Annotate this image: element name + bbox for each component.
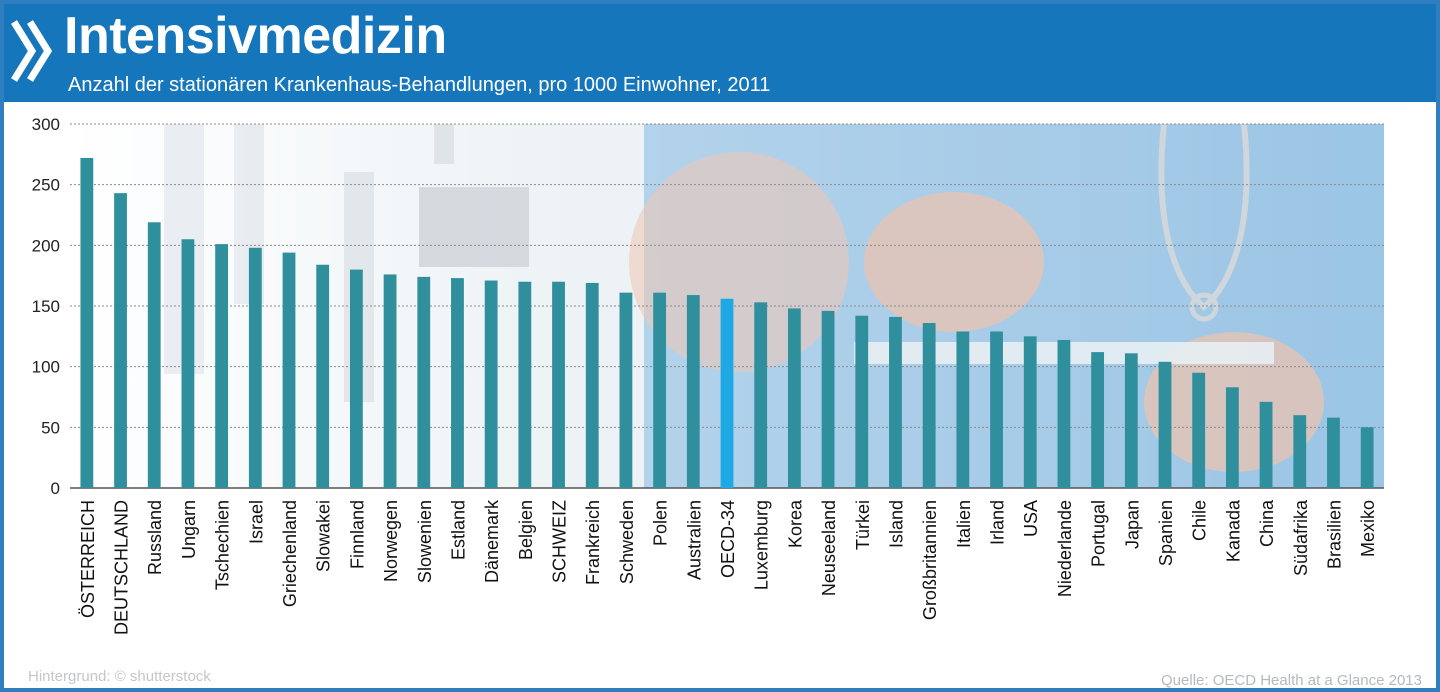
x-tick-label: Tschechien: [213, 500, 233, 590]
bar-irland: [990, 331, 1003, 488]
double-chevron-icon: [11, 20, 53, 82]
x-axis-labels: ÖSTERREICH DEUTSCHLAND Russland Ungarn Tsche…: [78, 499, 1378, 635]
x-tick-label: Italien: [954, 500, 974, 548]
x-tick-label: ÖSTERREICH: [78, 500, 98, 618]
y-tick-label: 250: [32, 176, 60, 195]
x-tick-label: DEUTSCHLAND: [112, 500, 132, 635]
x-tick-label: Slowakei: [314, 500, 334, 572]
header-banner: Intensivmedizin Anzahl der stationären K…: [4, 4, 1436, 102]
source-note: Quelle: OECD Health at a Glance 2013: [1161, 672, 1422, 689]
x-tick-label: Polen: [651, 500, 671, 546]
y-tick-label: 50: [41, 418, 60, 437]
bar-oecd-34: [720, 298, 734, 488]
x-tick-label: Russland: [145, 500, 165, 575]
y-tick-label: 200: [32, 236, 60, 255]
bar-brasilien: [1327, 417, 1340, 488]
x-tick-label: Niederlande: [1055, 500, 1075, 597]
bars: [80, 157, 1374, 488]
bar-australien: [686, 295, 700, 488]
x-tick-label: Japan: [1122, 500, 1142, 549]
y-tick-label: 0: [51, 479, 60, 498]
x-tick-label: SCHWEIZ: [550, 500, 570, 583]
x-tick-label: Spanien: [1156, 500, 1176, 566]
bar-schweiz: [552, 281, 565, 488]
x-tick-label: Türkei: [853, 500, 873, 550]
x-tick-label: Kanada: [1223, 499, 1243, 562]
bar-norwegen: [383, 274, 397, 488]
x-tick-label: Brasilien: [1324, 500, 1344, 569]
x-tick-label: Südafrika: [1291, 499, 1311, 576]
bar-chile: [1192, 372, 1206, 488]
bar-mexiko: [1360, 427, 1374, 488]
bar-portugal: [1091, 352, 1105, 488]
bar-ungarn: [181, 239, 195, 488]
x-tick-label: Israel: [246, 500, 266, 544]
bar-türkei: [855, 315, 869, 488]
x-tick-label: Island: [886, 500, 906, 548]
bar-chart: 0 50 100 150 200 250 300 ÖSTERREICH DEUTSCHLAND…: [32, 115, 1384, 635]
x-tick-label: Ungarn: [179, 500, 199, 559]
image-credit: Hintergrund: © shutterstock: [28, 668, 211, 685]
bar-polen: [653, 292, 667, 488]
x-tick-label: Korea: [785, 499, 805, 548]
bar-niederlande: [1057, 339, 1071, 488]
x-tick-label: Slowenien: [415, 500, 435, 583]
y-axis-ticks: 0 50 100 150 200 250 300: [32, 115, 60, 498]
bar-belgien: [518, 281, 532, 488]
bar-chart-area: 0 50 100 150 200 250 300 ÖSTERREICH DEUTSCHLAND…: [4, 102, 1436, 688]
x-tick-label: Großbritannien: [920, 500, 940, 620]
bar-china: [1259, 401, 1273, 488]
x-tick-label: Griechenland: [280, 500, 300, 607]
x-tick-label: OECD-34: [718, 500, 738, 578]
bar-estland: [451, 278, 464, 488]
chart-subtitle: Anzahl der stationären Krankenhaus-Behan…: [68, 74, 771, 96]
bar-südafrika: [1293, 415, 1307, 488]
x-tick-label: Mexiko: [1358, 500, 1378, 557]
x-tick-label: Frankreich: [583, 500, 603, 585]
bar-island: [889, 316, 902, 488]
x-tick-label: Finnland: [347, 500, 367, 569]
y-tick-label: 100: [32, 358, 60, 377]
bar-israel: [248, 247, 262, 488]
x-tick-label: Irland: [988, 500, 1008, 545]
bar-tschechien: [215, 244, 229, 488]
bar-russland: [147, 222, 161, 488]
bar-dänemark: [484, 280, 498, 488]
bar-usa: [1023, 336, 1037, 488]
x-tick-label: Luxemburg: [752, 500, 772, 590]
x-tick-label: Chile: [1190, 500, 1210, 541]
x-tick-label: Neuseeland: [819, 500, 839, 596]
bar-griechenland: [282, 252, 296, 488]
bar-finnland: [349, 269, 363, 488]
bar-schweden: [619, 292, 633, 488]
bar-kanada: [1225, 387, 1239, 488]
bar-luxemburg: [754, 302, 768, 488]
x-tick-label: Portugal: [1089, 500, 1109, 567]
bar-spanien: [1158, 361, 1172, 488]
y-tick-label: 150: [32, 297, 60, 316]
bar-frankreich: [585, 282, 599, 488]
x-tick-label: Schweden: [617, 500, 637, 584]
y-tick-label: 300: [32, 115, 60, 134]
bar-österreich: [80, 157, 94, 488]
x-tick-label: Belgien: [516, 500, 536, 560]
bar-neuseeland: [821, 310, 835, 488]
bar-großbritannien: [922, 322, 936, 488]
x-tick-label: Estland: [448, 500, 468, 560]
x-tick-label: Norwegen: [381, 500, 401, 582]
x-tick-label: USA: [1021, 500, 1041, 537]
bar-italien: [956, 331, 970, 488]
x-tick-label: Australien: [684, 500, 704, 580]
x-tick-label: China: [1257, 499, 1277, 547]
bar-korea: [787, 308, 801, 488]
bar-slowakei: [316, 264, 330, 488]
bar-slowenien: [417, 276, 431, 488]
bar-deutschland: [114, 193, 127, 488]
page-title: Intensivmedizin: [64, 7, 447, 65]
bar-japan: [1124, 353, 1138, 488]
x-tick-label: Dänemark: [482, 499, 502, 583]
